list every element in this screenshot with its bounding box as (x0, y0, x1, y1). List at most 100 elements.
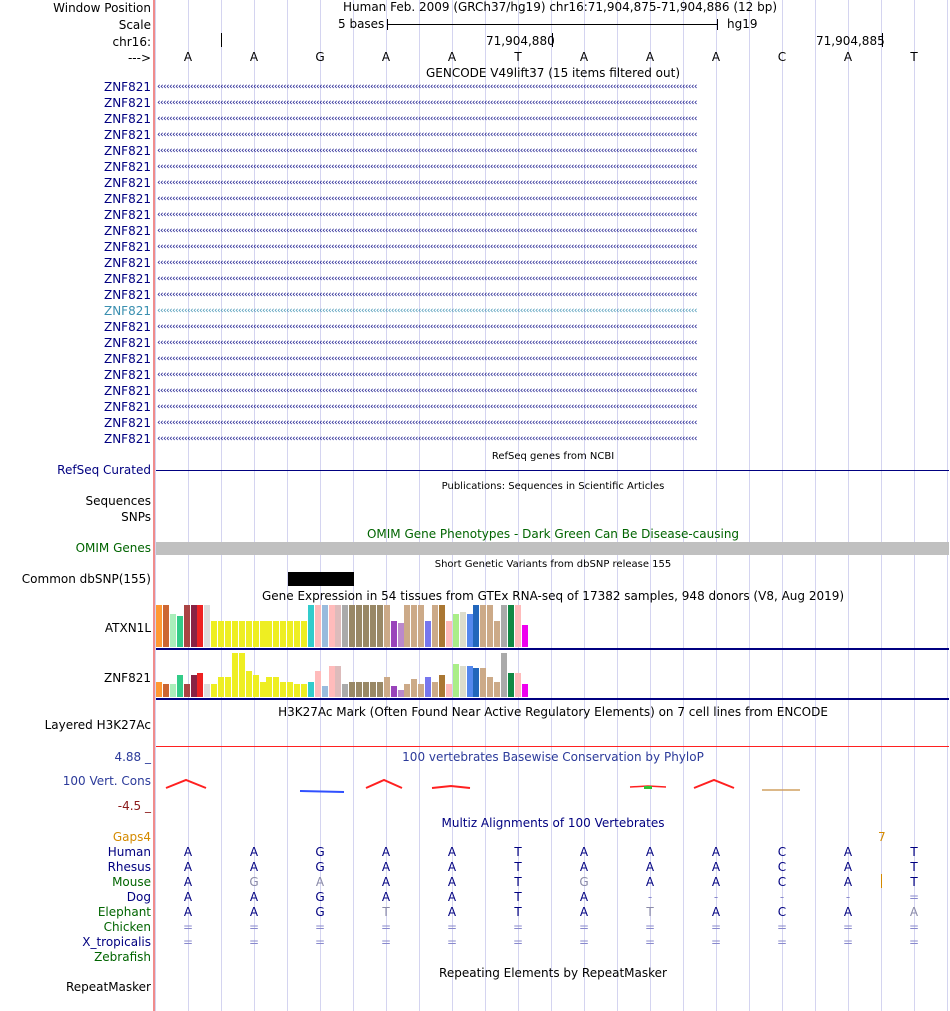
gtex-tissue-bar[interactable] (183, 684, 190, 697)
gtex-tissue-bar[interactable] (425, 621, 432, 647)
gtex-tissue-bar[interactable] (287, 621, 294, 647)
gtex-tissue-bar[interactable] (432, 682, 438, 697)
gencode-transcript[interactable]: ‹‹‹‹‹‹‹‹‹‹‹‹‹‹‹‹‹‹‹‹‹‹‹‹‹‹‹‹‹‹‹‹‹‹‹‹‹‹‹‹… (157, 371, 697, 380)
gtex-tissue-bar[interactable] (487, 605, 494, 647)
pubs-track-title[interactable]: Publications: Sequences in Scientific Ar… (441, 481, 665, 492)
gtex-tissue-bar[interactable] (321, 605, 328, 647)
gtex-tissue-bar[interactable] (300, 621, 307, 647)
pubs-snps-label[interactable]: SNPs (121, 510, 151, 524)
gtex-tissue-bar[interactable] (438, 605, 445, 647)
refseq-gene-line[interactable] (156, 470, 949, 471)
gtex-tissue-bar[interactable] (390, 686, 397, 697)
gtex-tissue-bar[interactable] (349, 682, 356, 697)
gtex-tissue-bar[interactable] (404, 684, 411, 697)
gencode-row-label[interactable]: ZNF821 (103, 160, 151, 174)
gencode-row-label[interactable]: ZNF821 (103, 336, 151, 350)
gtex-tissue-bar[interactable] (169, 614, 176, 647)
gtex-tissue-bar[interactable] (507, 673, 514, 697)
multiz-species-label[interactable]: Zebrafish (94, 950, 151, 964)
gtex-tissue-bar[interactable] (307, 682, 314, 697)
gencode-transcript[interactable]: ‹‹‹‹‹‹‹‹‹‹‹‹‹‹‹‹‹‹‹‹‹‹‹‹‹‹‹‹‹‹‹‹‹‹‹‹‹‹‹‹… (157, 435, 697, 444)
multiz-gaps-label[interactable]: Gaps4 (112, 830, 151, 844)
gtex-tissue-bar[interactable] (432, 605, 438, 647)
gencode-row-label[interactable]: ZNF821 (103, 256, 151, 270)
gtex-tissue-bar[interactable] (238, 653, 245, 697)
gencode-track-title[interactable]: GENCODE V49lift37 (15 items filtered out… (425, 66, 680, 80)
gtex-tissue-bar[interactable] (494, 682, 501, 697)
gtex-tissue-bar[interactable] (459, 666, 466, 697)
multiz-species-label[interactable]: Mouse (112, 875, 151, 889)
gtex-gene-line-atxn1l[interactable] (156, 648, 949, 650)
gtex-tissue-bar[interactable] (356, 682, 363, 697)
gtex-tissue-bar[interactable] (411, 679, 418, 697)
gtex-tissue-bar[interactable] (294, 621, 300, 647)
gtex-tissue-bar[interactable] (356, 605, 363, 647)
gencode-row-label[interactable]: ZNF821 (103, 224, 151, 238)
omim-phenotype-bar[interactable] (156, 542, 949, 555)
h3k27ac-signal-line[interactable] (156, 746, 949, 747)
gencode-row-label[interactable]: ZNF821 (103, 432, 151, 446)
repeatmasker-track-title[interactable]: Repeating Elements by RepeatMasker (439, 966, 667, 980)
gencode-row-label[interactable]: ZNF821 (103, 304, 151, 318)
gencode-transcript[interactable]: ‹‹‹‹‹‹‹‹‹‹‹‹‹‹‹‹‹‹‹‹‹‹‹‹‹‹‹‹‹‹‹‹‹‹‹‹‹‹‹‹… (157, 403, 697, 412)
gtex-tissue-bar[interactable] (225, 677, 231, 697)
gtex-tissue-bar[interactable] (383, 605, 390, 647)
gencode-transcript[interactable]: ‹‹‹‹‹‹‹‹‹‹‹‹‹‹‹‹‹‹‹‹‹‹‹‹‹‹‹‹‹‹‹‹‹‹‹‹‹‹‹‹… (157, 307, 697, 316)
omim-track-label[interactable]: OMIM Genes (75, 541, 151, 555)
gtex-tissue-bar[interactable] (494, 621, 501, 647)
gencode-transcript[interactable]: ‹‹‹‹‹‹‹‹‹‹‹‹‹‹‹‹‹‹‹‹‹‹‹‹‹‹‹‹‹‹‹‹‹‹‹‹‹‹‹‹… (157, 131, 697, 140)
gtex-gene-label-1[interactable]: ATXN1L (104, 621, 151, 635)
gtex-tissue-bar[interactable] (252, 621, 259, 647)
gtex-tissue-bar[interactable] (445, 684, 452, 697)
gtex-tissue-bar[interactable] (156, 605, 162, 647)
gencode-row-label[interactable]: ZNF821 (103, 272, 151, 286)
gtex-track-title[interactable]: Gene Expression in 54 tissues from GTEx … (261, 589, 845, 603)
gtex-tissue-bar[interactable] (514, 673, 521, 697)
gtex-tissue-bar[interactable] (162, 684, 169, 697)
gtex-tissue-bar[interactable] (245, 621, 252, 647)
gencode-transcript[interactable]: ‹‹‹‹‹‹‹‹‹‹‹‹‹‹‹‹‹‹‹‹‹‹‹‹‹‹‹‹‹‹‹‹‹‹‹‹‹‹‹‹… (157, 259, 697, 268)
gtex-tissue-bar[interactable] (480, 668, 487, 697)
gencode-transcript[interactable]: ‹‹‹‹‹‹‹‹‹‹‹‹‹‹‹‹‹‹‹‹‹‹‹‹‹‹‹‹‹‹‹‹‹‹‹‹‹‹‹‹… (157, 211, 697, 220)
gtex-tissue-bar[interactable] (342, 684, 349, 697)
gtex-tissue-bar[interactable] (452, 614, 459, 647)
gencode-transcript[interactable]: ‹‹‹‹‹‹‹‹‹‹‹‹‹‹‹‹‹‹‹‹‹‹‹‹‹‹‹‹‹‹‹‹‹‹‹‹‹‹‹‹… (157, 163, 697, 172)
gtex-tissue-bar[interactable] (501, 605, 507, 647)
multiz-species-label[interactable]: Elephant (97, 905, 151, 919)
gtex-tissue-bar[interactable] (252, 675, 259, 697)
gencode-row-label[interactable]: ZNF821 (103, 176, 151, 190)
gencode-transcript[interactable]: ‹‹‹‹‹‹‹‹‹‹‹‹‹‹‹‹‹‹‹‹‹‹‹‹‹‹‹‹‹‹‹‹‹‹‹‹‹‹‹‹… (157, 147, 697, 156)
gtex-tissue-bar[interactable] (280, 621, 287, 647)
dbsnp-variant[interactable] (288, 572, 354, 586)
gtex-tissue-bar[interactable] (259, 621, 266, 647)
omim-track-title[interactable]: OMIM Gene Phenotypes - Dark Green Can Be… (366, 527, 740, 541)
gtex-tissue-bar[interactable] (197, 605, 204, 647)
gtex-tissue-bar[interactable] (218, 677, 225, 697)
gencode-row-label[interactable]: ZNF821 (103, 144, 151, 158)
gtex-tissue-bar[interactable] (183, 605, 190, 647)
refseq-track-label[interactable]: RefSeq Curated (57, 463, 151, 477)
gtex-tissue-bar[interactable] (245, 671, 252, 697)
gtex-tissue-bar[interactable] (204, 605, 211, 647)
gtex-tissue-bar[interactable] (231, 653, 238, 697)
gencode-transcript[interactable]: ‹‹‹‹‹‹‹‹‹‹‹‹‹‹‹‹‹‹‹‹‹‹‹‹‹‹‹‹‹‹‹‹‹‹‹‹‹‹‹‹… (157, 195, 697, 204)
gtex-tissue-bar[interactable] (197, 673, 204, 697)
gtex-tissue-bar[interactable] (176, 616, 183, 647)
conservation-track-label[interactable]: 100 Vert. Cons (62, 774, 151, 788)
gtex-tissue-bar[interactable] (514, 605, 521, 647)
gtex-tissue-bar[interactable] (273, 677, 280, 697)
gencode-row-label[interactable]: ZNF821 (103, 192, 151, 206)
gtex-tissue-bar[interactable] (376, 605, 383, 647)
gencode-transcript[interactable]: ‹‹‹‹‹‹‹‹‹‹‹‹‹‹‹‹‹‹‹‹‹‹‹‹‹‹‹‹‹‹‹‹‹‹‹‹‹‹‹‹… (157, 275, 697, 284)
gencode-row-label[interactable]: ZNF821 (103, 384, 151, 398)
multiz-track-title[interactable]: Multiz Alignments of 100 Vertebrates (441, 816, 665, 830)
gtex-tissue-bar[interactable] (328, 605, 335, 647)
gencode-row-label[interactable]: ZNF821 (103, 320, 151, 334)
assembly-position-text[interactable]: Human Feb. 2009 (GRCh37/hg19) chr16:71,9… (343, 0, 778, 14)
gtex-gene-line-znf821[interactable] (156, 698, 949, 700)
gtex-tissue-bar[interactable] (280, 682, 287, 697)
gencode-transcript[interactable]: ‹‹‹‹‹‹‹‹‹‹‹‹‹‹‹‹‹‹‹‹‹‹‹‹‹‹‹‹‹‹‹‹‹‹‹‹‹‹‹‹… (157, 419, 697, 428)
gtex-tissue-bar[interactable] (287, 682, 294, 697)
gtex-tissue-bar[interactable] (176, 675, 183, 697)
pubs-sequences-label[interactable]: Sequences (85, 494, 151, 508)
